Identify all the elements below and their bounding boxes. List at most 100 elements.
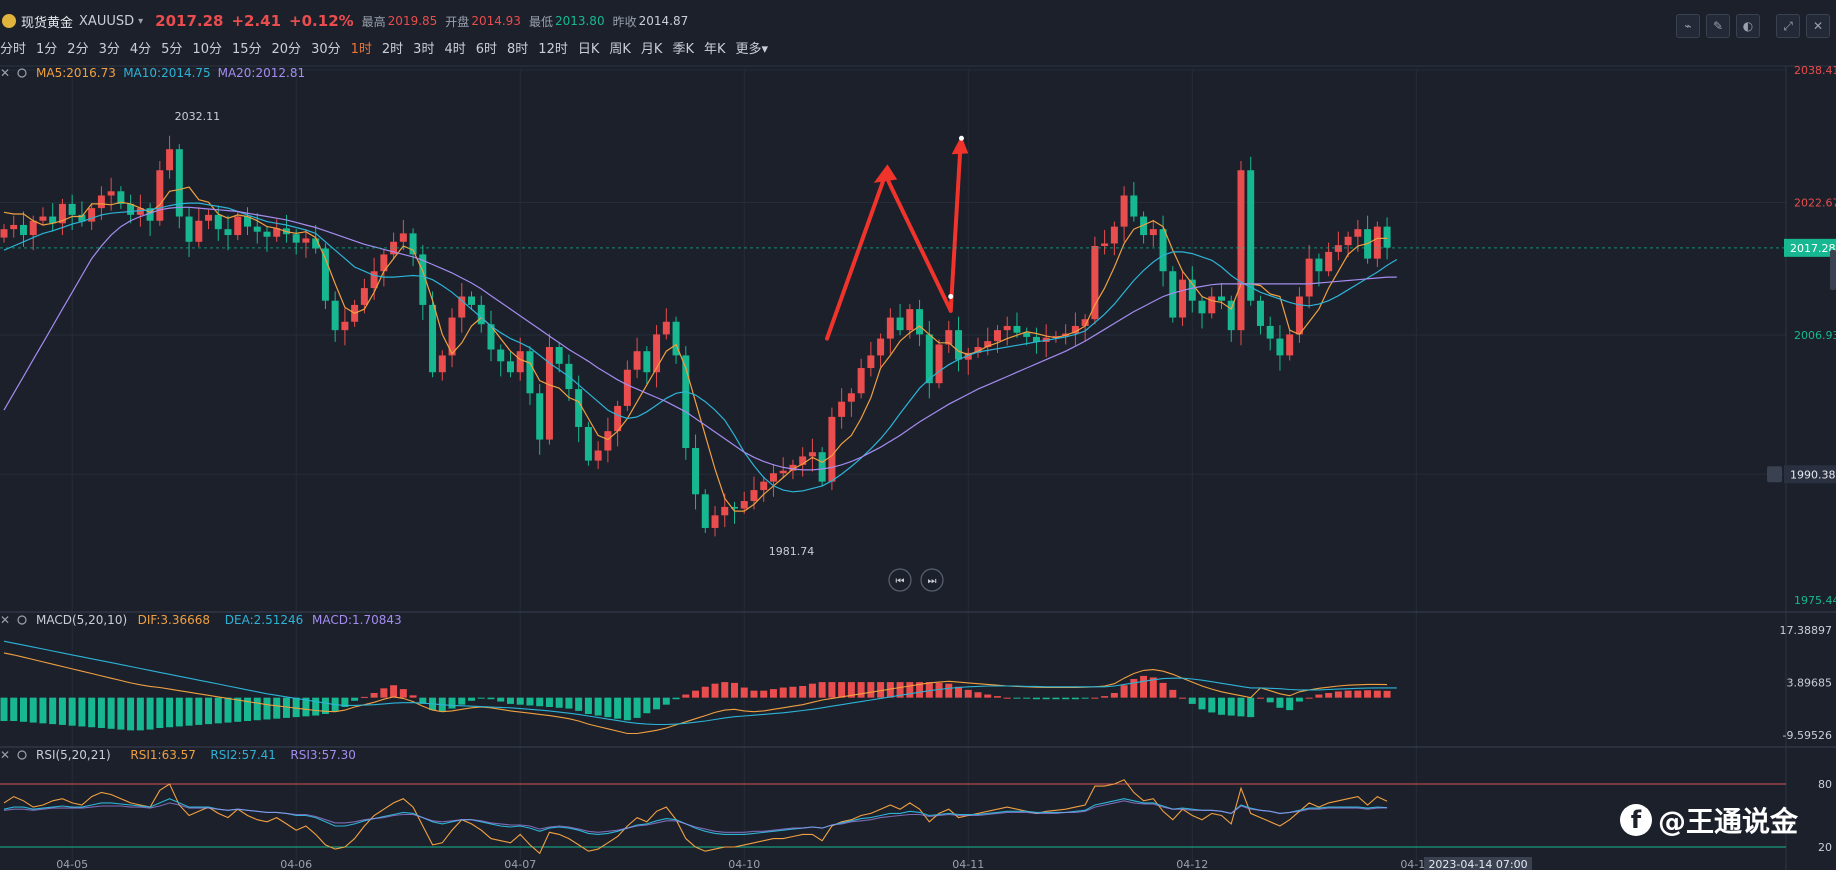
dea-line	[3, 640, 1397, 726]
palette-icon[interactable]: ◐	[1736, 14, 1760, 38]
candle	[1023, 332, 1031, 337]
candle	[692, 447, 700, 495]
timeframe-10[interactable]: 1时	[350, 41, 372, 57]
candle	[1227, 300, 1235, 331]
next-button[interactable]	[920, 568, 944, 592]
timeframe-21[interactable]: 年K	[703, 41, 726, 57]
macd-bar	[1149, 677, 1157, 698]
macd-bar	[1032, 697, 1040, 700]
timeframe-20[interactable]: 季K	[672, 41, 694, 57]
macd-bar	[1081, 697, 1089, 699]
timeframe-3[interactable]: 3分	[98, 41, 120, 57]
timeframe-14[interactable]: 6时	[475, 41, 498, 57]
timeframe-2[interactable]: 2分	[67, 41, 89, 57]
chart-line-icon[interactable]: ⌁	[1676, 14, 1700, 38]
timeframe-0[interactable]: 分时	[0, 41, 27, 57]
candle	[1334, 245, 1342, 252]
current-price-label: 2017.28	[1790, 242, 1836, 255]
timeframe-11[interactable]: 2时	[381, 41, 404, 57]
timeframe-5[interactable]: 5分	[161, 41, 183, 57]
candle	[594, 450, 602, 461]
arrow-dot	[958, 135, 964, 141]
candle	[1315, 258, 1323, 272]
macd-bar	[789, 686, 797, 698]
macd-bar	[779, 687, 787, 698]
timeframe-13[interactable]: 4时	[444, 41, 466, 57]
timeframe-19[interactable]: 月K	[640, 41, 663, 57]
timeframe-17[interactable]: 日K	[577, 41, 600, 57]
macd-bar	[575, 697, 583, 711]
rsi1-line	[3, 779, 1388, 855]
expand-icon[interactable]: ⤢	[1776, 14, 1800, 38]
candle	[438, 355, 446, 373]
candle	[1325, 251, 1333, 272]
ma-legend-1: MA10:2014.75	[123, 66, 211, 80]
skip-back-icon: ⏮	[896, 576, 905, 587]
macd-bar	[877, 682, 885, 698]
candle	[672, 321, 680, 356]
macd-bar	[244, 697, 251, 722]
candle	[769, 473, 777, 482]
scroll-handle[interactable]	[1830, 250, 1836, 290]
macd-y-tick: 17.38897	[1780, 624, 1833, 637]
macd-bar	[88, 697, 96, 728]
macd-bar	[1110, 692, 1118, 698]
candle	[584, 426, 592, 461]
macd-bar	[964, 689, 972, 698]
candle	[360, 288, 368, 305]
timeframe-15[interactable]: 8时	[507, 41, 529, 57]
prev-close-label: 昨收	[612, 14, 637, 29]
macd-bar	[945, 683, 953, 698]
macd-bar	[516, 697, 524, 705]
annotation-arrow-down	[886, 179, 953, 313]
candle	[1295, 296, 1303, 335]
instrument-name[interactable]: 现货黄金	[21, 15, 74, 31]
macd-bar	[360, 696, 368, 698]
rsi-legend-2: RSI2:57.41	[210, 748, 276, 762]
timeframe-12[interactable]: 3时	[413, 41, 435, 57]
price-annotation: 1981.74	[769, 545, 815, 558]
macd-bar	[29, 697, 37, 723]
timeframe-8[interactable]: 20分	[271, 41, 302, 57]
timeframe-9[interactable]: 30分	[311, 41, 341, 57]
timeframe-6[interactable]: 10分	[192, 41, 222, 57]
candle	[945, 330, 953, 345]
candle	[185, 216, 193, 242]
macd-bar	[692, 690, 700, 698]
timeframe-22[interactable]: 更多▾	[735, 41, 769, 57]
candle	[390, 241, 398, 255]
timeframe-18[interactable]: 周K	[609, 41, 631, 57]
candle	[526, 351, 534, 394]
candle	[497, 349, 505, 362]
macd-bar	[750, 690, 758, 698]
high-label: 最高	[361, 14, 386, 29]
timeframe-4[interactable]: 4分	[129, 41, 152, 57]
timeframe-7[interactable]: 15分	[231, 41, 262, 57]
macd-bar	[1373, 690, 1381, 698]
price-change-pct: +0.12%	[289, 12, 354, 30]
pencil-icon[interactable]: ✎	[1706, 14, 1730, 38]
x-tick-label: 04-12	[1176, 858, 1208, 870]
candle	[925, 334, 933, 384]
timeframe-16[interactable]: 12时	[538, 41, 568, 57]
close-icon[interactable]: ✕	[1806, 14, 1830, 38]
macd-bar	[390, 685, 398, 698]
macd-bar	[906, 682, 914, 698]
instrument-ticker[interactable]: XAUUSD	[79, 13, 135, 29]
candle	[955, 330, 963, 360]
timeframe-1[interactable]: 1分	[36, 41, 58, 57]
candle	[1120, 195, 1128, 227]
candle	[643, 351, 651, 373]
chevron-down-icon[interactable]: ▾	[138, 15, 144, 27]
rsi-legend-3: RSI3:57.30	[290, 748, 356, 762]
macd-bar	[1286, 697, 1294, 711]
open-label: 开盘	[445, 14, 470, 29]
macd-bar	[1344, 690, 1352, 698]
candle	[964, 352, 972, 360]
candle	[896, 317, 904, 331]
macd-bar	[253, 697, 261, 721]
prev-button[interactable]	[888, 568, 912, 592]
candle	[312, 238, 320, 249]
candle	[205, 214, 213, 221]
